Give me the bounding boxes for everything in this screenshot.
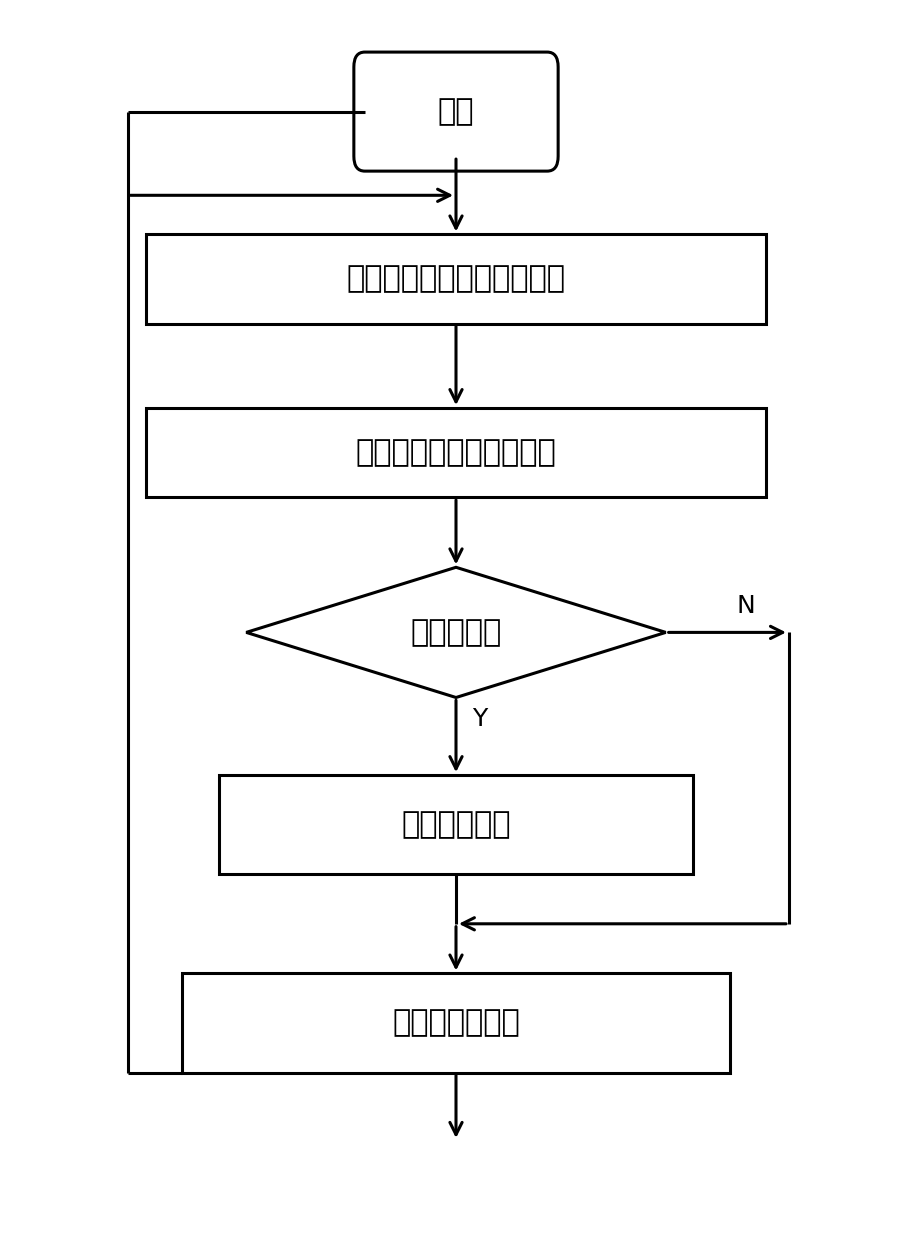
Bar bbox=[182, 973, 729, 1073]
Text: 监测温度、湿度、运动轨迹: 监测温度、湿度、运动轨迹 bbox=[346, 264, 565, 294]
Bar bbox=[219, 775, 692, 874]
Text: N: N bbox=[735, 594, 754, 618]
Bar bbox=[146, 408, 765, 497]
Text: 开始: 开始 bbox=[437, 97, 474, 126]
Text: Y: Y bbox=[472, 707, 487, 732]
FancyBboxPatch shape bbox=[353, 52, 558, 171]
Text: 信号送入存储器: 信号送入存储器 bbox=[392, 1008, 519, 1038]
Text: 发出报警信号: 发出报警信号 bbox=[401, 810, 510, 839]
Polygon shape bbox=[246, 568, 665, 697]
Bar bbox=[146, 234, 765, 324]
Text: 是否超限？: 是否超限？ bbox=[410, 618, 501, 647]
Text: 监测数据送入中央处理器: 监测数据送入中央处理器 bbox=[355, 438, 556, 467]
